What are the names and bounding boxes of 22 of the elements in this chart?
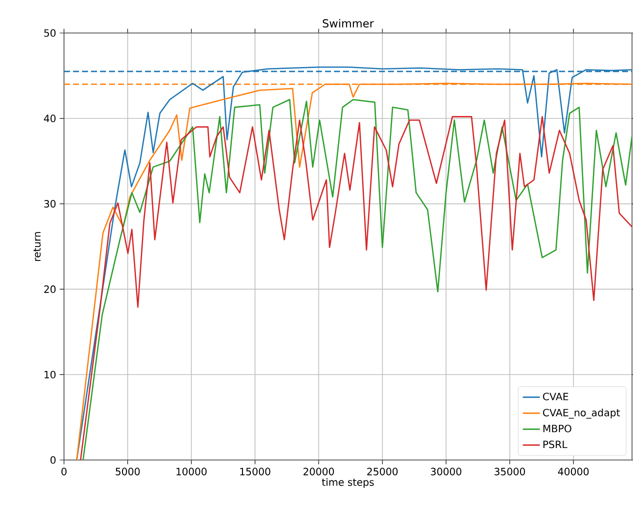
x-tick-label: 15000	[240, 468, 270, 476]
y-axis-title: return	[34, 232, 41, 261]
chart-title: Swimmer	[322, 18, 374, 28]
legend-label: CVAE_no_adapt	[543, 408, 620, 419]
legend-label: PSRL	[543, 440, 568, 448]
x-tick-label: 5000	[116, 468, 140, 476]
legend-label: CVAE	[543, 392, 568, 400]
x-tick-label: 30000	[430, 468, 462, 476]
x-tick-label: 25000	[367, 468, 398, 476]
x-tick-label: 10000	[176, 468, 207, 476]
y-tick-label: 30	[44, 200, 56, 208]
x-axis-title: time steps	[322, 478, 374, 488]
y-tick-label: 50	[44, 29, 56, 37]
y-tick-label: 0	[50, 456, 56, 464]
x-tick-label: 20000	[304, 468, 334, 476]
y-tick-label: 20	[44, 285, 56, 293]
y-tick-label: 10	[44, 370, 56, 378]
x-tick-label: 0	[61, 468, 67, 476]
x-tick-label: 40000	[558, 468, 589, 476]
legend-label: MBPO	[543, 424, 572, 432]
y-tick-label: 40	[44, 114, 56, 122]
x-tick-label: 35000	[494, 468, 525, 476]
